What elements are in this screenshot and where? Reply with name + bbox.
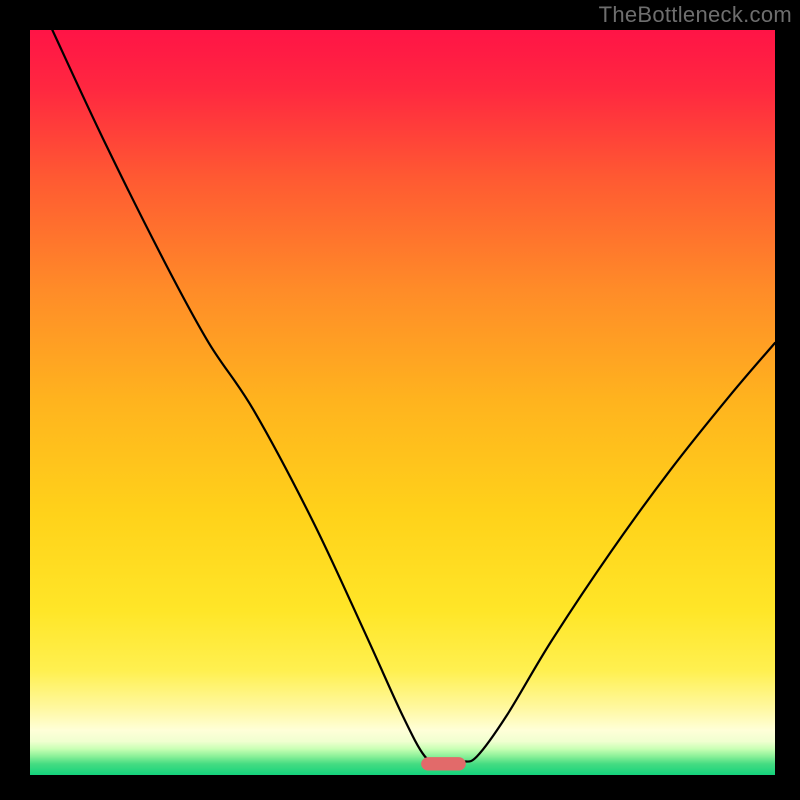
chart-plot-area <box>30 30 775 775</box>
optimal-range-marker <box>421 757 466 770</box>
watermark-text: TheBottleneck.com <box>599 2 792 28</box>
chart-svg <box>30 30 775 775</box>
chart-background <box>30 30 775 775</box>
chart-container: TheBottleneck.com <box>0 0 800 800</box>
